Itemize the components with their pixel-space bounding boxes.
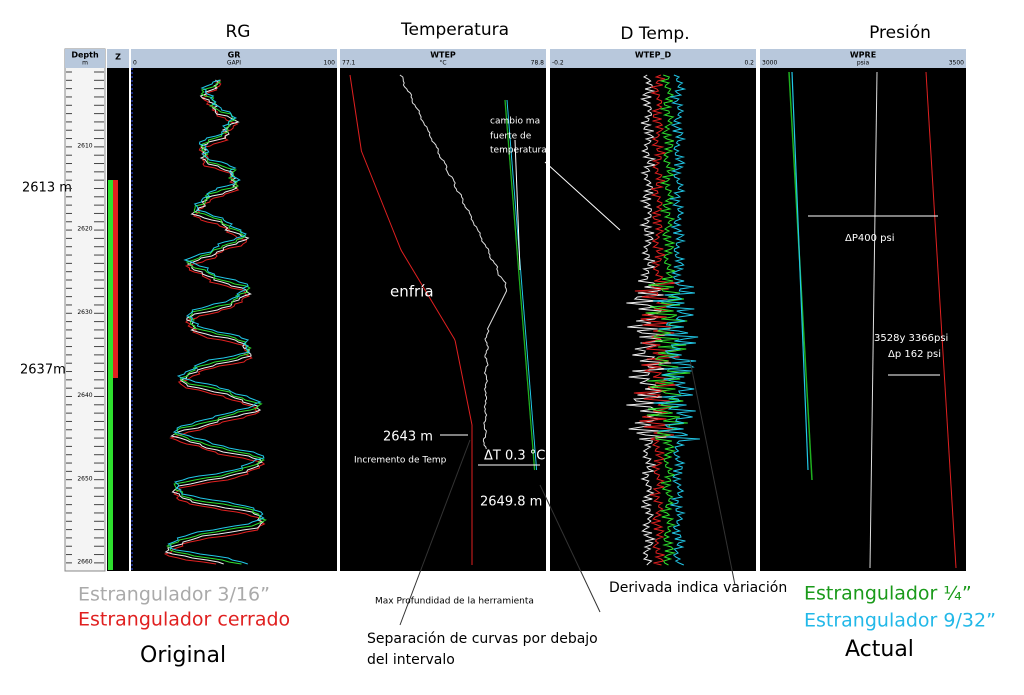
- note: enfría: [390, 283, 434, 301]
- log-curve: [504, 99, 536, 471]
- legend-entry: Estrangulador 3/16”: [78, 584, 270, 606]
- legend-title: Actual: [845, 637, 914, 662]
- callouts: [399, 359, 736, 626]
- gr-track: [131, 68, 337, 571]
- title: D Temp.: [620, 24, 689, 44]
- header-max: 100: [324, 60, 336, 67]
- callout: [539, 484, 601, 613]
- depth-label: 2610: [77, 143, 92, 150]
- note: fuerte de: [490, 132, 532, 142]
- log-curve: [167, 79, 265, 565]
- header-min: -0.2: [552, 60, 564, 67]
- arrow: [544, 161, 621, 231]
- note: 3528y 3366psi: [874, 333, 948, 344]
- header-name: WPRE: [850, 51, 876, 60]
- title: Temperatura: [400, 20, 509, 40]
- press-track: [760, 68, 966, 571]
- arrow: [514, 139, 521, 271]
- header-max: 78.8: [531, 60, 545, 67]
- log-curve: [653, 74, 700, 566]
- header-name: Z: [115, 53, 121, 62]
- header-name: Depth: [71, 51, 99, 60]
- header-name: GR: [228, 51, 241, 60]
- header-max: 0.2: [744, 60, 754, 67]
- title: RG: [226, 22, 251, 42]
- header: [65, 49, 105, 68]
- header-unit: GAPI: [227, 60, 241, 67]
- pressure-curve: [791, 71, 809, 471]
- pressure-curve: [869, 71, 878, 569]
- z-bar: [113, 180, 118, 378]
- headers: Depth m Z GR GAPI 0 100 WTEP °C 77.1 78.…: [65, 49, 966, 68]
- header: [550, 49, 756, 68]
- log-curve: [166, 79, 267, 565]
- depth-note: 2637m: [20, 363, 66, 378]
- log-curve: [399, 74, 508, 450]
- header-min: 3000: [762, 60, 777, 67]
- log-curve: [349, 74, 473, 565]
- depth-label: 2620: [77, 226, 92, 233]
- legend-entry: Estrangulador cerrado: [78, 609, 290, 631]
- note: ΔT 0.3 °C: [484, 449, 545, 464]
- pressure-curve: [925, 71, 957, 569]
- legend-entry: Estrangulador 9/32”: [804, 610, 996, 632]
- depth-note: 2613 m: [22, 181, 72, 196]
- header-unit: psia: [857, 60, 870, 67]
- log-curve: [506, 99, 538, 471]
- header-min: 77.1: [342, 60, 356, 67]
- header: [107, 49, 129, 68]
- note: Derivada indica variación: [609, 580, 787, 596]
- header-min: 0: [133, 60, 137, 67]
- note: Max Profundidad de la herramienta: [375, 597, 534, 607]
- depth-label: 2650: [77, 475, 92, 482]
- note: Separación de curvas por debajo: [367, 631, 598, 647]
- note: del intervalo: [367, 652, 455, 668]
- note: 2649.8 m: [480, 495, 542, 510]
- header-name: WTEP_D: [635, 51, 672, 60]
- note: ΔP400 psi: [845, 233, 894, 244]
- legend-entry: Estrangulador ¼”: [804, 583, 972, 605]
- header: [340, 49, 546, 68]
- header-unit: °C: [439, 60, 446, 67]
- z-bar: [108, 180, 113, 570]
- note: Δp 162 psi: [888, 349, 941, 360]
- header-name: WTEP: [430, 51, 456, 60]
- log-curve: [163, 79, 266, 565]
- header-max: 3500: [949, 60, 964, 67]
- header: [760, 49, 966, 68]
- depth-label: 2660: [77, 559, 92, 566]
- curves: [163, 74, 700, 566]
- note: temperatura: [490, 146, 547, 156]
- depth-label: 2630: [77, 309, 92, 316]
- header-unit: m: [82, 60, 88, 67]
- note: cambio ma: [490, 117, 540, 127]
- callout: [399, 439, 471, 626]
- callout: [689, 359, 736, 586]
- depth-label: 2640: [77, 392, 92, 399]
- log-curve: [633, 74, 680, 566]
- arrows: [440, 139, 940, 466]
- header: [131, 49, 337, 68]
- note: 2643 m: [383, 430, 433, 445]
- title: Presión: [869, 23, 931, 43]
- legend-title: Original: [140, 643, 226, 668]
- note: Incremento de Temp: [354, 456, 447, 466]
- depth-track: [64, 48, 106, 572]
- log-curve: [645, 74, 691, 566]
